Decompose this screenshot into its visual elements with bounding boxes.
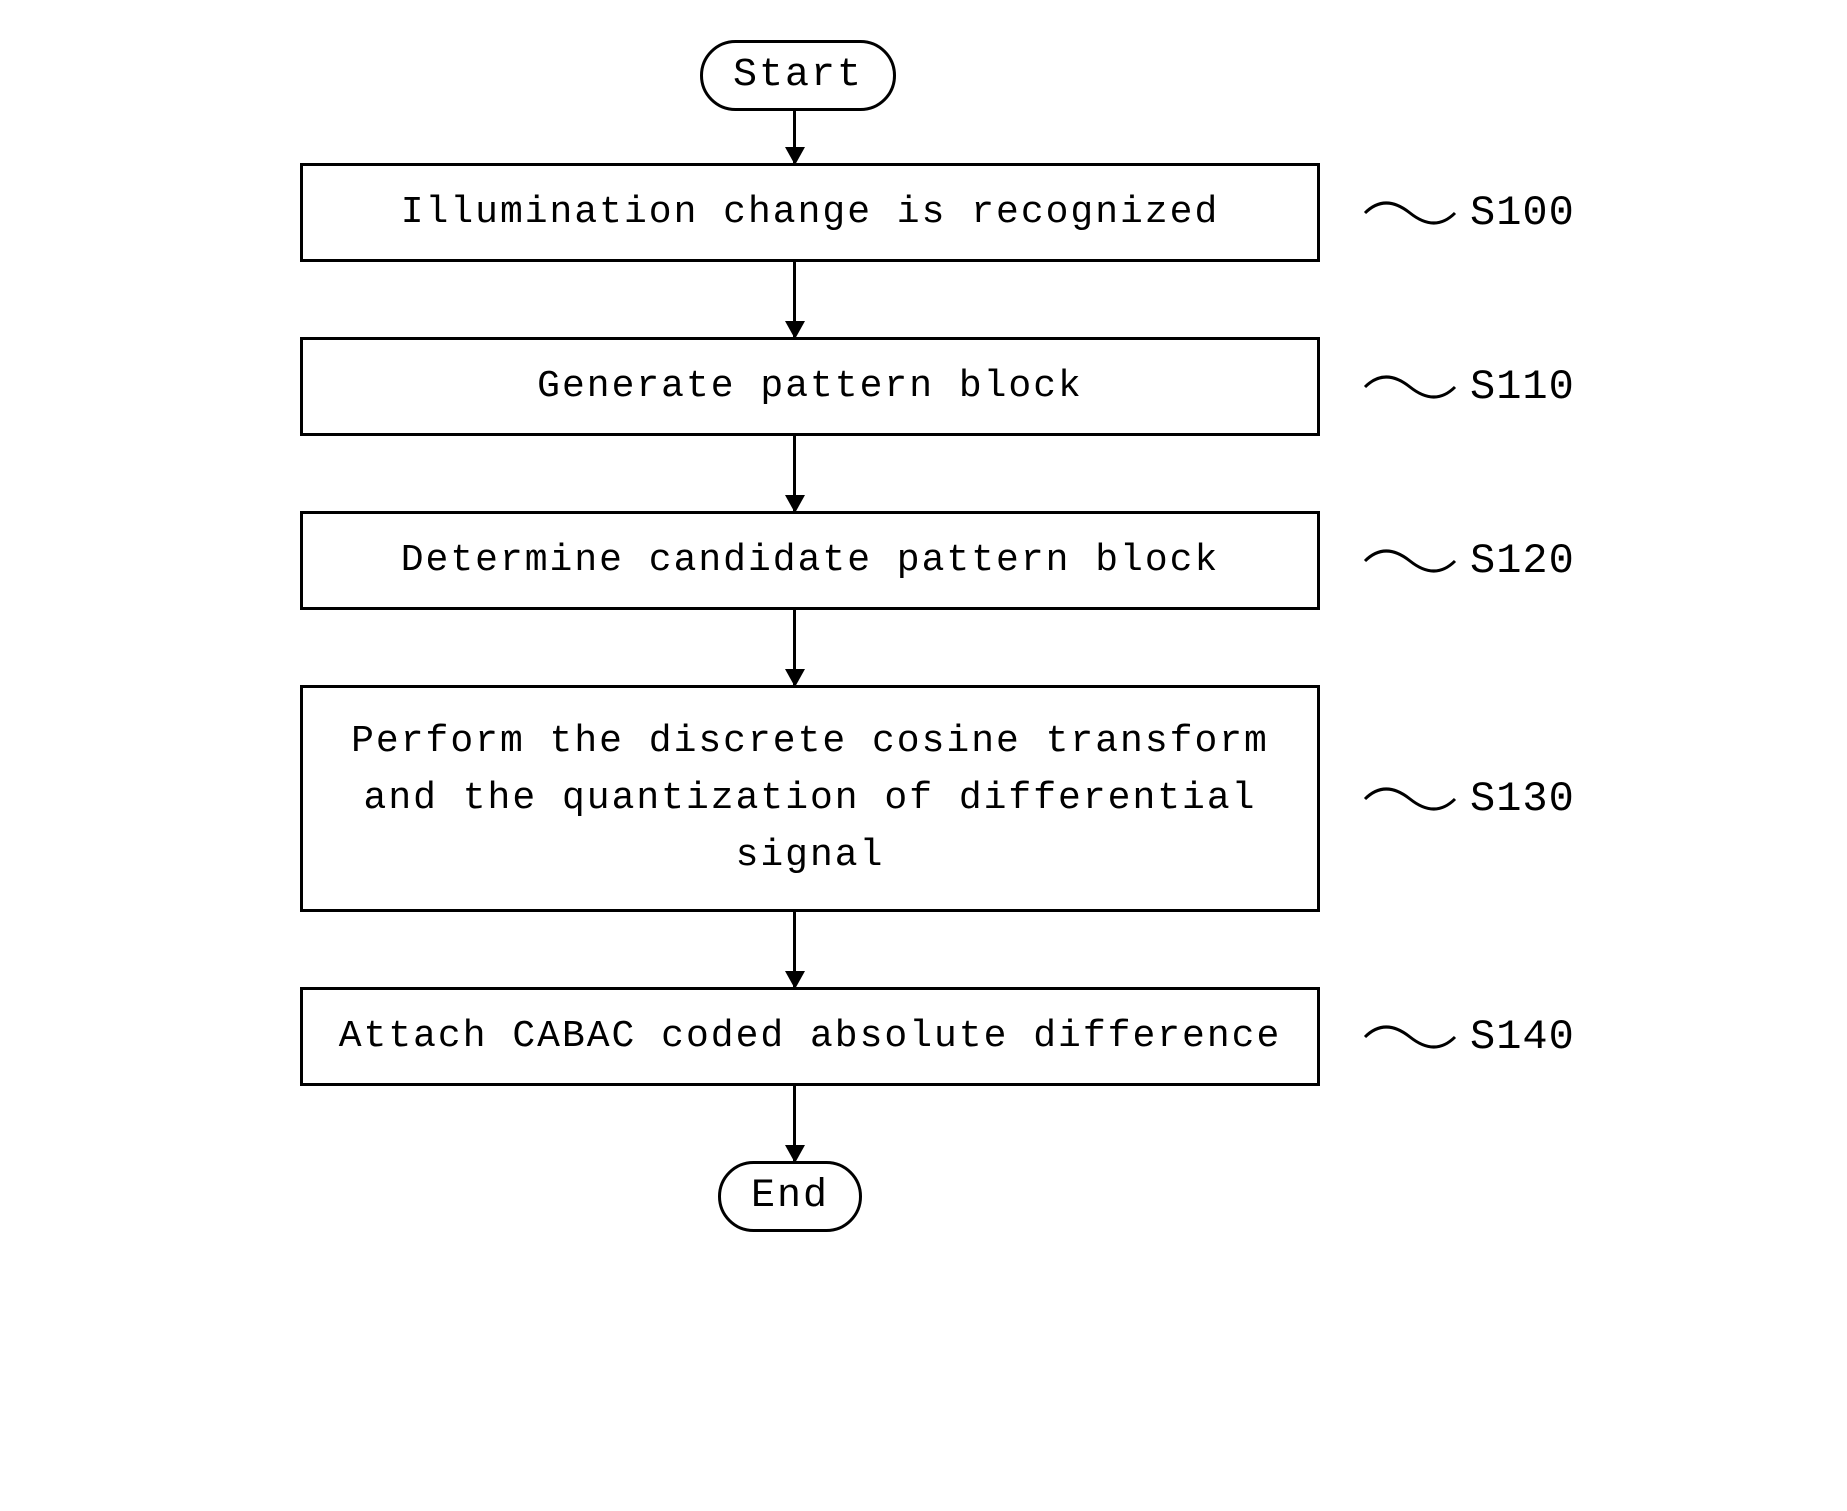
end-label: End: [751, 1174, 829, 1219]
process-box-s120: Determine candidate pattern block: [300, 511, 1320, 610]
arrow-start-to-s100: [793, 111, 796, 163]
arrow-s100-to-s110: [793, 262, 796, 337]
start-label: Start: [733, 53, 863, 98]
step-id-s100: S100: [1470, 189, 1575, 237]
connector-s110: [1360, 362, 1460, 412]
connector-s130: [1360, 774, 1460, 824]
arrow-s130-to-s140: [793, 912, 796, 987]
flowchart-container: Start Illumination change is recognized …: [300, 40, 1600, 1232]
step-id-s130: S130: [1470, 775, 1575, 823]
step-id-container-s110: S110: [1360, 362, 1575, 412]
end-terminal: End: [718, 1161, 862, 1232]
step-id-container-s140: S140: [1360, 1012, 1575, 1062]
arrow-s120-to-s130: [793, 610, 796, 685]
step-id-container-s130: S130: [1360, 774, 1575, 824]
step-id-s140: S140: [1470, 1013, 1575, 1061]
step-id-s120: S120: [1470, 537, 1575, 585]
step-id-s110: S110: [1470, 363, 1575, 411]
connector-s120: [1360, 536, 1460, 586]
start-terminal: Start: [700, 40, 896, 111]
step-id-container-s100: S100: [1360, 188, 1575, 238]
process-label-s120: Determine candidate pattern block: [401, 532, 1220, 589]
process-label-s140: Attach CABAC coded absolute difference: [339, 1008, 1282, 1065]
process-box-s140: Attach CABAC coded absolute difference: [300, 987, 1320, 1086]
process-box-s130: Perform the discrete cosine transform an…: [300, 685, 1320, 912]
arrow-s110-to-s120: [793, 436, 796, 511]
process-label-s110: Generate pattern block: [537, 358, 1083, 415]
arrow-s140-to-end: [793, 1086, 796, 1161]
step-id-container-s120: S120: [1360, 536, 1575, 586]
connector-s140: [1360, 1012, 1460, 1062]
process-box-s110: Generate pattern block: [300, 337, 1320, 436]
process-box-s100: Illumination change is recognized: [300, 163, 1320, 262]
process-label-s130: Perform the discrete cosine transform an…: [323, 713, 1297, 884]
process-label-s100: Illumination change is recognized: [401, 184, 1220, 241]
connector-s100: [1360, 188, 1460, 238]
